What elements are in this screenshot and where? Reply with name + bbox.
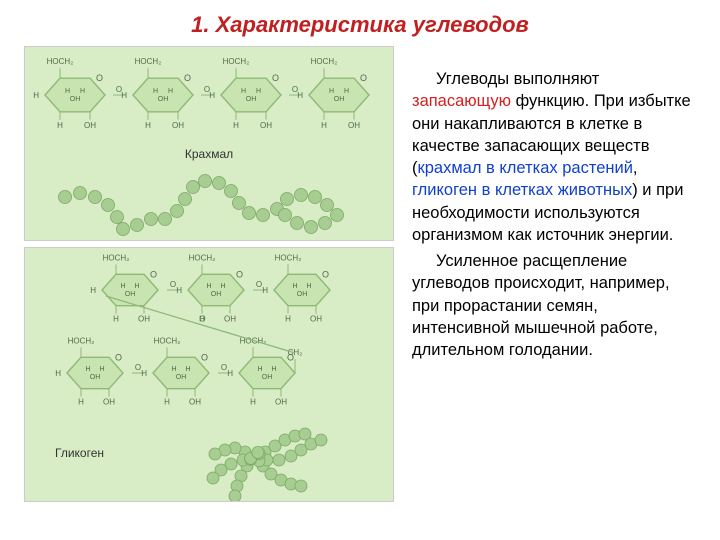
svg-text:O: O bbox=[322, 269, 329, 279]
svg-text:O: O bbox=[184, 73, 191, 83]
svg-text:HOCH₂: HOCH₂ bbox=[154, 336, 181, 345]
svg-text:H: H bbox=[241, 88, 246, 95]
svg-text:O: O bbox=[272, 73, 279, 83]
paragraph-1: Углеводы выполняют запасающую функцию. П… bbox=[412, 68, 696, 246]
svg-text:OH: OH bbox=[176, 374, 187, 381]
svg-text:OH: OH bbox=[224, 315, 236, 324]
svg-text:HOCH₂: HOCH₂ bbox=[311, 57, 338, 66]
svg-text:OH: OH bbox=[211, 291, 222, 298]
svg-text:H: H bbox=[164, 398, 170, 407]
svg-text:H: H bbox=[168, 88, 173, 95]
svg-text:H: H bbox=[99, 366, 104, 373]
svg-text:H: H bbox=[233, 121, 239, 130]
starch-panel: OHOCH₂HOHHHOHHOOHOCH₂HOHHHOHHOOHOCH₂HOHH… bbox=[24, 46, 394, 241]
svg-text:OH: OH bbox=[189, 398, 201, 407]
svg-text:H: H bbox=[227, 369, 233, 378]
paragraph-2: Усиленное расщепление углеводов происход… bbox=[412, 250, 696, 361]
svg-text:H: H bbox=[292, 283, 297, 290]
svg-text:O: O bbox=[236, 269, 243, 279]
svg-text:H: H bbox=[250, 398, 256, 407]
svg-text:H: H bbox=[297, 91, 303, 100]
svg-text:H: H bbox=[171, 366, 176, 373]
text-column: Углеводы выполняют запасающую функцию. П… bbox=[412, 46, 696, 502]
starch-label: Крахмал bbox=[25, 147, 393, 161]
svg-text:OH: OH bbox=[310, 315, 322, 324]
svg-text:OH: OH bbox=[297, 291, 308, 298]
svg-text:OH: OH bbox=[275, 398, 287, 407]
svg-text:H: H bbox=[120, 283, 125, 290]
svg-text:OH: OH bbox=[84, 121, 96, 130]
svg-text:H: H bbox=[176, 286, 182, 295]
svg-text:OH: OH bbox=[125, 291, 136, 298]
svg-text:OH: OH bbox=[70, 96, 81, 103]
svg-text:OH: OH bbox=[348, 121, 360, 130]
svg-text:H: H bbox=[121, 91, 127, 100]
svg-text:H: H bbox=[153, 88, 158, 95]
diagrams-column: OHOCH₂HOHHHOHHOOHOCH₂HOHHHOHHOOHOCH₂HOHH… bbox=[24, 46, 394, 502]
svg-text:H: H bbox=[33, 91, 39, 100]
svg-text:H: H bbox=[113, 315, 119, 324]
svg-text:O: O bbox=[360, 73, 367, 83]
svg-text:H: H bbox=[78, 398, 84, 407]
svg-text:HOCH₂: HOCH₂ bbox=[189, 253, 216, 262]
svg-text:H: H bbox=[285, 315, 291, 324]
glycogen-label: Гликоген bbox=[55, 446, 104, 460]
svg-text:O: O bbox=[96, 73, 103, 83]
svg-text:OH: OH bbox=[262, 374, 273, 381]
svg-text:O: O bbox=[150, 269, 157, 279]
svg-text:O: O bbox=[170, 280, 176, 289]
svg-text:HOCH₂: HOCH₂ bbox=[103, 253, 130, 262]
svg-text:OH: OH bbox=[172, 121, 184, 130]
svg-text:H: H bbox=[90, 286, 96, 295]
svg-text:H: H bbox=[85, 366, 90, 373]
svg-text:H: H bbox=[141, 369, 147, 378]
svg-text:H: H bbox=[145, 121, 151, 130]
svg-text:H: H bbox=[134, 283, 139, 290]
svg-text:HOCH₂: HOCH₂ bbox=[135, 57, 162, 66]
svg-text:H: H bbox=[329, 88, 334, 95]
glycogen-diagram: OHOCH₂HOHHHOHHOOHOCH₂HOHHHOHHOOHOCH₂HOHH… bbox=[25, 248, 393, 501]
svg-text:OH: OH bbox=[260, 121, 272, 130]
slide-title: 1. Характеристика углеводов bbox=[24, 12, 696, 38]
svg-text:H: H bbox=[185, 366, 190, 373]
svg-text:OH: OH bbox=[90, 374, 101, 381]
svg-text:H: H bbox=[321, 121, 327, 130]
svg-text:H: H bbox=[262, 286, 268, 295]
svg-text:H: H bbox=[65, 88, 70, 95]
svg-text:H: H bbox=[257, 366, 262, 373]
svg-text:HOCH₂: HOCH₂ bbox=[275, 253, 302, 262]
svg-text:O: O bbox=[221, 363, 227, 372]
svg-text:O: O bbox=[135, 363, 141, 372]
svg-text:OH: OH bbox=[334, 96, 345, 103]
svg-text:OH: OH bbox=[103, 398, 115, 407]
svg-text:O: O bbox=[256, 280, 262, 289]
svg-text:H: H bbox=[55, 369, 61, 378]
svg-text:HOCH₂: HOCH₂ bbox=[68, 336, 95, 345]
svg-text:H: H bbox=[80, 88, 85, 95]
svg-text:H: H bbox=[206, 283, 211, 290]
content-row: OHOCH₂HOHHHOHHOOHOCH₂HOHHHOHHOOHOCH₂HOHH… bbox=[24, 46, 696, 502]
svg-text:H: H bbox=[344, 88, 349, 95]
glycogen-panel: OHOCH₂HOHHHOHHOOHOCH₂HOHHHOHHOOHOCH₂HOHH… bbox=[24, 247, 394, 502]
svg-text:O: O bbox=[115, 352, 122, 362]
svg-text:HOCH₂: HOCH₂ bbox=[47, 57, 74, 66]
svg-text:OH: OH bbox=[246, 96, 257, 103]
svg-text:OH: OH bbox=[138, 315, 150, 324]
svg-text:O: O bbox=[199, 315, 205, 324]
svg-text:H: H bbox=[57, 121, 63, 130]
svg-text:H: H bbox=[306, 283, 311, 290]
svg-text:OH: OH bbox=[158, 96, 169, 103]
svg-text:H: H bbox=[220, 283, 225, 290]
svg-text:HOCH₂: HOCH₂ bbox=[223, 57, 250, 66]
svg-text:O: O bbox=[201, 352, 208, 362]
svg-text:H: H bbox=[256, 88, 261, 95]
svg-text:H: H bbox=[209, 91, 215, 100]
svg-text:H: H bbox=[271, 366, 276, 373]
starch-diagram: OHOCH₂HOHHHOHHOOHOCH₂HOHHHOHHOOHOCH₂HOHH… bbox=[25, 47, 393, 240]
